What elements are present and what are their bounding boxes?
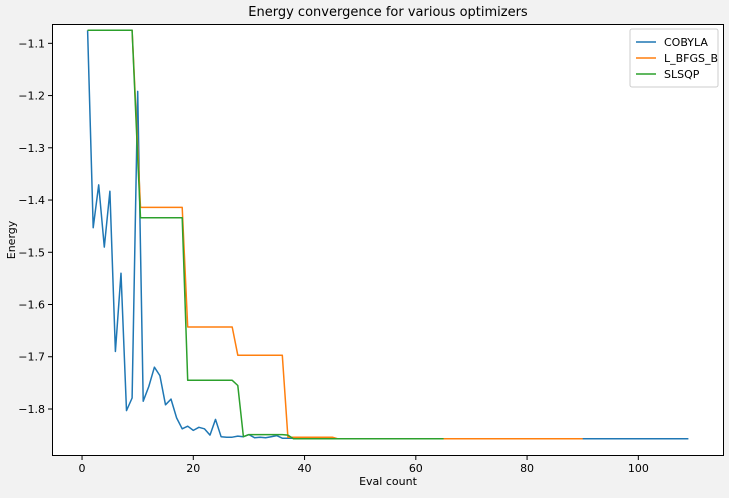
x-axis-label: Eval count	[359, 475, 417, 488]
y-tick-label: −1.7	[18, 351, 45, 364]
legend-frame	[629, 28, 719, 88]
series-lines	[86, 29, 689, 440]
y-tick-label: −1.2	[18, 90, 45, 103]
legend-label: L_BFGS_B	[664, 52, 718, 65]
y-tick-label: −1.1	[18, 37, 45, 50]
x-tick-label: 100	[628, 462, 649, 475]
y-axis-label: Energy	[5, 220, 18, 259]
y-tick-label: −1.8	[18, 403, 45, 416]
y-tick-label: −1.6	[18, 299, 45, 312]
plot-frame	[52, 24, 724, 456]
plot-area	[52, 24, 724, 456]
y-axis: −1.1 −1.2 −1.3 −1.4 −1.5 −1.6 −1.7 −1.8	[18, 37, 52, 416]
legend-label: COBYLA	[664, 36, 708, 49]
series-line-slsqp	[87, 29, 444, 440]
y-tick-label: −1.5	[18, 246, 45, 259]
chart-title: Energy convergence for various optimizer…	[248, 5, 528, 20]
legend: COBYLA L_BFGS_B SLSQP	[629, 28, 719, 88]
x-tick-label: 20	[186, 462, 200, 475]
x-tick-label: 80	[520, 462, 534, 475]
x-tick-label: 60	[409, 462, 423, 475]
y-tick-label: −1.3	[18, 142, 45, 155]
legend-label: SLSQP	[664, 68, 700, 81]
x-tick-label: 0	[79, 462, 86, 475]
x-tick-label: 40	[298, 462, 312, 475]
y-tick-label: −1.4	[18, 194, 45, 207]
x-axis: 0 20 40 60 80 100	[79, 456, 649, 475]
